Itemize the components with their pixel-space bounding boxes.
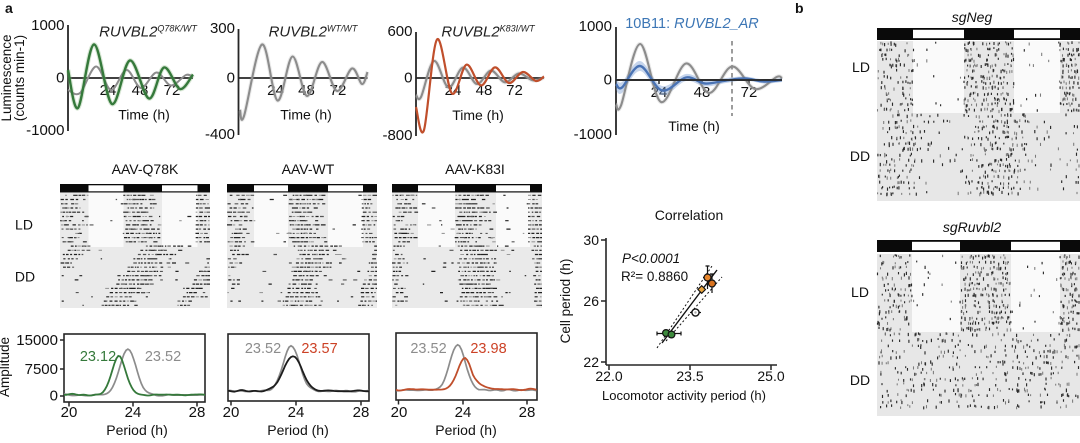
svg-text:23.52: 23.52 [245, 341, 281, 357]
svg-text:0: 0 [56, 70, 64, 87]
svg-text:DD: DD [850, 372, 870, 388]
svg-text:RUVBL2K83I/WT: RUVBL2K83I/WT [441, 24, 536, 41]
svg-text:DD: DD [15, 269, 35, 285]
svg-text:28: 28 [189, 404, 206, 421]
svg-text:20: 20 [223, 404, 240, 421]
svg-text:48: 48 [476, 82, 493, 99]
svg-text:24: 24 [455, 404, 472, 421]
svg-text:AAV-Q78K: AAV-Q78K [112, 161, 179, 177]
svg-text:20: 20 [391, 404, 408, 421]
svg-text:30: 30 [583, 232, 599, 248]
svg-text:22: 22 [583, 354, 599, 370]
svg-text:(counts min-1): (counts min-1) [12, 35, 27, 121]
svg-text:sgNeg: sgNeg [952, 9, 993, 25]
svg-text:0: 0 [227, 70, 235, 87]
svg-text:26: 26 [583, 293, 599, 309]
svg-text:b: b [795, 0, 804, 16]
svg-text:48: 48 [694, 84, 711, 101]
svg-text:AAV-K83I: AAV-K83I [445, 161, 505, 177]
svg-text:-400: -400 [205, 126, 235, 143]
svg-text:-1000: -1000 [26, 122, 64, 139]
svg-text:23.57: 23.57 [301, 341, 337, 357]
svg-text:1000: 1000 [579, 18, 612, 35]
svg-text:0: 0 [604, 72, 612, 89]
svg-text:-1000: -1000 [574, 126, 612, 143]
svg-text:Cell period (h): Cell period (h) [558, 259, 573, 344]
svg-text:Correlation: Correlation [655, 207, 723, 223]
svg-text:10B11: RUVBL2_AR: 10B11: RUVBL2_AR [625, 16, 759, 32]
svg-text:LD: LD [851, 284, 869, 300]
svg-text:0: 0 [50, 388, 58, 405]
svg-text:23.52: 23.52 [145, 349, 181, 365]
svg-text:23.98: 23.98 [470, 341, 506, 357]
svg-text:Amplitude: Amplitude [0, 337, 12, 397]
svg-text:DD: DD [850, 148, 870, 164]
svg-text:LD: LD [852, 59, 870, 75]
svg-text:15000: 15000 [16, 332, 58, 349]
svg-text:Time (h): Time (h) [452, 107, 504, 123]
svg-text:Locomotor activity period (h): Locomotor activity period (h) [602, 388, 766, 403]
svg-text:Time (h): Time (h) [280, 107, 332, 123]
svg-text:LD: LD [15, 217, 33, 233]
svg-text:20: 20 [61, 404, 78, 421]
svg-text:23.12: 23.12 [80, 349, 116, 365]
svg-text:24: 24 [125, 404, 142, 421]
svg-text:25.0: 25.0 [757, 368, 784, 384]
svg-text:-800: -800 [382, 127, 412, 144]
svg-text:0: 0 [404, 70, 412, 87]
svg-text:Period (h): Period (h) [267, 422, 328, 438]
svg-text:RUVBL2Q78K/WT: RUVBL2Q78K/WT [99, 24, 198, 41]
svg-text:24: 24 [267, 82, 284, 99]
svg-text:R²= 0.8860: R²= 0.8860 [621, 269, 688, 284]
svg-text:24: 24 [288, 404, 305, 421]
svg-text:a: a [5, 0, 13, 16]
svg-text:sgRuvbl2: sgRuvbl2 [943, 219, 1002, 235]
svg-text:1000: 1000 [31, 17, 64, 34]
svg-text:600: 600 [387, 23, 412, 40]
svg-text:28: 28 [353, 404, 370, 421]
svg-text:300: 300 [210, 20, 235, 37]
svg-text:Luminescence: Luminescence [0, 34, 14, 121]
svg-text:Time (h): Time (h) [668, 118, 720, 134]
svg-text:22.0: 22.0 [595, 368, 622, 384]
svg-text:23.5: 23.5 [676, 368, 703, 384]
svg-text:28: 28 [519, 404, 536, 421]
svg-text:23.52: 23.52 [410, 341, 446, 357]
svg-text:AAV-WT: AAV-WT [282, 161, 335, 177]
svg-text:RUVBL2WT/WT: RUVBL2WT/WT [269, 24, 359, 41]
svg-text:72: 72 [506, 82, 523, 99]
svg-text:7500: 7500 [25, 361, 58, 378]
svg-text:Period (h): Period (h) [106, 422, 167, 438]
svg-text:Time (h): Time (h) [118, 107, 170, 123]
svg-text:Period (h): Period (h) [435, 422, 496, 438]
svg-text:P<0.0001: P<0.0001 [622, 251, 680, 266]
